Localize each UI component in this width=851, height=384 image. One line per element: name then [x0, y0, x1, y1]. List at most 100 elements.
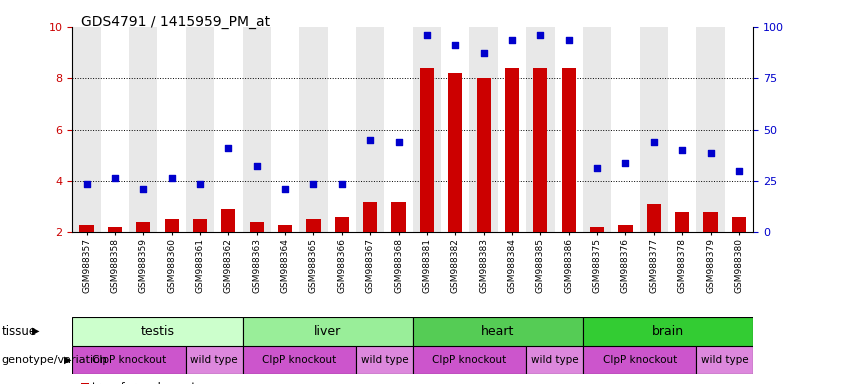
Point [193, 180, 207, 187]
Bar [562, 68, 576, 232]
Bar [477, 78, 491, 232]
Text: genotype/variation: genotype/variation [2, 355, 108, 365]
Point [80, 180, 94, 187]
Bar [129, 27, 157, 232]
Bar [72, 27, 100, 232]
Bar [725, 27, 753, 232]
Bar [420, 68, 434, 232]
Bar [583, 346, 696, 374]
Bar [498, 27, 526, 232]
Bar [696, 27, 725, 232]
Bar [306, 220, 321, 232]
Point [136, 185, 150, 192]
Text: wild type: wild type [531, 355, 579, 365]
Point [335, 180, 349, 187]
Text: ClpP knockout: ClpP knockout [603, 355, 677, 365]
Point [704, 150, 717, 156]
Point [647, 139, 660, 146]
Bar [243, 317, 413, 346]
Point [619, 160, 632, 166]
Bar [668, 27, 696, 232]
Bar [675, 212, 689, 232]
Text: brain: brain [652, 325, 684, 338]
Bar [186, 27, 214, 232]
Bar [249, 222, 264, 232]
Bar [334, 217, 349, 232]
Bar [356, 346, 413, 374]
Bar [72, 317, 243, 346]
Point [591, 165, 604, 171]
Bar [441, 27, 470, 232]
Bar [363, 202, 377, 232]
Bar [555, 27, 583, 232]
Point [732, 167, 745, 174]
Bar [470, 27, 498, 232]
Bar [72, 346, 186, 374]
Bar [164, 220, 179, 232]
Bar [534, 68, 547, 232]
Point [221, 144, 235, 151]
Point [505, 36, 519, 43]
Bar [732, 217, 746, 232]
Bar [413, 27, 441, 232]
Bar [704, 212, 717, 232]
Point [420, 31, 434, 38]
Text: heart: heart [481, 325, 515, 338]
Bar [243, 346, 356, 374]
Bar [640, 27, 668, 232]
Point [306, 180, 320, 187]
Bar [391, 202, 406, 232]
Bar [583, 317, 753, 346]
Point [391, 139, 405, 146]
Bar [696, 346, 753, 374]
Point [278, 185, 292, 192]
Bar [214, 27, 243, 232]
Bar [328, 27, 356, 232]
Bar [100, 27, 129, 232]
Text: ClpP knockout: ClpP knockout [432, 355, 506, 365]
Text: wild type: wild type [191, 355, 238, 365]
Text: transformed count: transformed count [92, 382, 196, 384]
Bar [300, 27, 328, 232]
Bar [526, 346, 583, 374]
Bar [193, 220, 207, 232]
Bar [157, 27, 186, 232]
Point [363, 137, 377, 143]
Bar [243, 27, 271, 232]
Bar [186, 346, 243, 374]
Bar [385, 27, 413, 232]
Point [165, 175, 179, 182]
Text: testis: testis [140, 325, 174, 338]
Bar [448, 73, 462, 232]
Bar [413, 346, 526, 374]
Bar [526, 27, 555, 232]
Text: wild type: wild type [701, 355, 749, 365]
Text: GDS4791 / 1415959_PM_at: GDS4791 / 1415959_PM_at [81, 15, 270, 29]
Text: ▶: ▶ [64, 355, 71, 365]
Text: ClpP knockout: ClpP knockout [92, 355, 166, 365]
Bar [79, 225, 94, 232]
Bar [590, 227, 604, 232]
Bar [356, 27, 385, 232]
Bar [136, 222, 151, 232]
Bar [505, 68, 519, 232]
Text: liver: liver [314, 325, 341, 338]
Bar [413, 317, 583, 346]
Point [108, 175, 122, 182]
Point [676, 147, 689, 153]
Point [448, 42, 462, 48]
Bar [271, 27, 300, 232]
Bar [611, 27, 640, 232]
Text: wild type: wild type [361, 355, 408, 365]
Text: tissue: tissue [2, 325, 37, 338]
Text: ▶: ▶ [32, 326, 40, 336]
Bar [583, 27, 611, 232]
Bar [221, 209, 236, 232]
Point [562, 36, 575, 43]
Bar [108, 227, 122, 232]
Point [534, 31, 547, 38]
Bar [278, 225, 292, 232]
Text: ClpP knockout: ClpP knockout [262, 355, 336, 365]
Bar [647, 204, 661, 232]
Point [250, 162, 264, 169]
